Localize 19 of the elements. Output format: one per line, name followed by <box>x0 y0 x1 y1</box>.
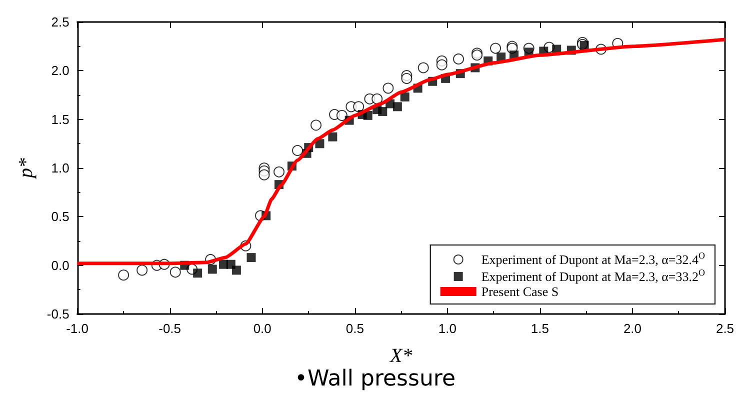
x-tick-label: 0.5 <box>346 321 364 336</box>
x-tick-label: -1.0 <box>66 321 89 336</box>
text: •Wall pressure <box>294 366 456 392</box>
y-tick-label: 2.0 <box>51 63 70 78</box>
x-tick-label: 1.0 <box>438 321 456 336</box>
x-tick-label: 1.5 <box>530 321 549 336</box>
x-tick-label: 2.5 <box>716 321 734 336</box>
x-tick-label: 2.0 <box>623 321 642 336</box>
y-tick-label: 0.0 <box>51 258 70 273</box>
y-tick-label: 0.5 <box>51 209 70 224</box>
y-tick-label: 1.0 <box>51 160 70 176</box>
x-axis-title: X* <box>389 345 412 367</box>
y-tick-label: -0.5 <box>46 306 70 322</box>
x-tick-label: -0.5 <box>158 321 182 336</box>
x-tick-label: 0.0 <box>253 321 272 336</box>
y-axis-title: p* <box>15 158 37 180</box>
y-tick-label: 1.5 <box>51 112 70 127</box>
y-tick-label: 2.5 <box>51 14 70 30</box>
legend-label: Present Case S <box>481 284 559 299</box>
